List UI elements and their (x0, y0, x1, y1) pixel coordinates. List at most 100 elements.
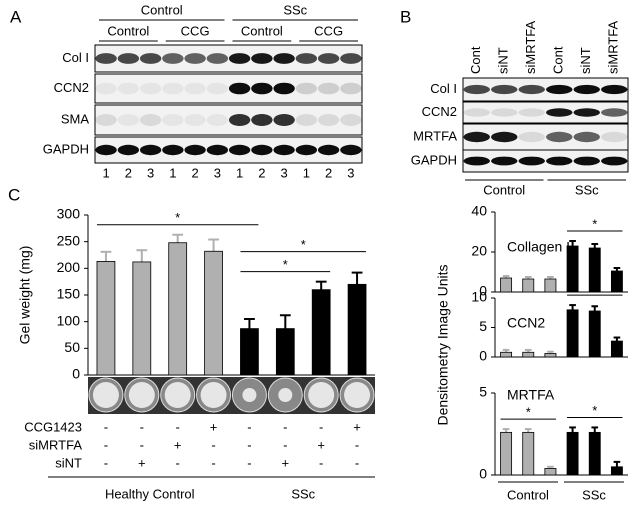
group-label: SSc (582, 487, 606, 502)
band (273, 82, 295, 95)
lane-label: 3 (281, 165, 288, 180)
band (491, 84, 518, 95)
band (340, 82, 362, 95)
band (228, 114, 251, 126)
group-label: SSc (283, 2, 307, 17)
band (463, 108, 490, 117)
band (601, 131, 628, 143)
band (206, 114, 229, 126)
band (340, 53, 362, 64)
y-tick-label: 0 (479, 466, 487, 482)
y-tick-label: 0 (479, 283, 487, 299)
treatment-mark: + (210, 419, 218, 434)
band (340, 114, 362, 126)
treatment-label: siMRTFA (29, 437, 83, 452)
lane-label: 2 (125, 165, 132, 180)
band (251, 53, 273, 64)
band (184, 82, 206, 95)
treatment-mark: + (282, 455, 290, 470)
band (251, 144, 273, 156)
treatment-mark: - (211, 437, 215, 452)
band (184, 114, 206, 126)
treatment-mark: - (140, 419, 144, 434)
lane-label: 1 (103, 165, 110, 180)
lane-label: 3 (214, 165, 221, 180)
blot-frame (462, 77, 629, 102)
band (463, 84, 490, 95)
bar (522, 351, 535, 358)
bar (500, 351, 513, 358)
y-tick-label: 40 (471, 203, 487, 219)
band (273, 114, 295, 126)
y-tick-label: 50 (64, 339, 80, 355)
bar (96, 260, 116, 376)
band (184, 53, 206, 64)
band (317, 144, 340, 156)
bar (240, 328, 259, 376)
band (228, 53, 251, 64)
group-label: SSc (575, 182, 599, 197)
lane-label: 2 (192, 165, 199, 180)
blot-frame (94, 73, 363, 104)
band (573, 108, 600, 117)
y-tick-label: 10 (471, 289, 487, 305)
bar (275, 328, 295, 376)
row-label: GAPDH (43, 141, 89, 156)
gel (308, 382, 335, 408)
band (139, 144, 162, 156)
blot-frame (462, 149, 629, 173)
lane-label: 3 (147, 165, 154, 180)
band (139, 53, 162, 64)
row-label: GAPDH (411, 152, 457, 167)
chart-title: CCN2 (507, 315, 545, 331)
band (162, 144, 184, 156)
band (95, 53, 117, 64)
band (518, 108, 545, 117)
band (117, 144, 140, 156)
band (546, 84, 573, 95)
chart-title: Collagen I (507, 239, 570, 255)
treatment-mark: - (176, 455, 180, 470)
y-tick-label: 0 (479, 348, 487, 364)
band (518, 156, 545, 166)
y-axis-label: Gel weight (mg) (17, 246, 33, 345)
bar (522, 278, 535, 293)
bar (566, 431, 579, 476)
treatment-mark: - (247, 419, 251, 434)
band (463, 156, 490, 166)
band (491, 108, 518, 117)
band (228, 144, 251, 156)
blot-frame (94, 136, 363, 164)
blot-frame (94, 104, 363, 136)
bar (544, 278, 557, 293)
treatment-mark: - (319, 455, 323, 470)
band (573, 84, 600, 95)
treatment-mark: - (355, 455, 359, 470)
gel (200, 382, 227, 408)
band (273, 144, 295, 156)
band (463, 131, 490, 143)
bar (168, 242, 188, 376)
treatment-mark: - (140, 437, 144, 452)
lane-label: siNT (578, 47, 593, 74)
bar (588, 431, 601, 476)
sig-label: * (592, 216, 597, 231)
bar (566, 245, 579, 293)
blot-frame (462, 101, 629, 124)
y-tick-label: 5 (479, 384, 487, 400)
treatment-label: siNT (55, 455, 82, 470)
subgroup-label: Control (241, 23, 283, 38)
band (518, 84, 545, 95)
gel (164, 382, 191, 408)
bar (588, 247, 601, 293)
band (491, 156, 518, 166)
band (601, 108, 628, 117)
row-label: Col I (62, 50, 89, 65)
sig-label: * (592, 403, 597, 418)
band (295, 82, 318, 95)
bar (500, 277, 513, 293)
sig-label: * (283, 257, 288, 272)
group-label: SSc (291, 486, 315, 501)
band (573, 156, 600, 166)
treatment-mark: - (355, 437, 359, 452)
